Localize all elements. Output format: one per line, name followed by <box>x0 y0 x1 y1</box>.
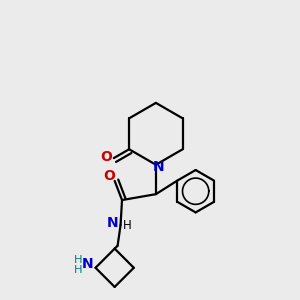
Text: N: N <box>82 257 93 271</box>
Text: N: N <box>106 216 118 230</box>
Text: O: O <box>103 169 115 184</box>
Text: H: H <box>123 219 131 232</box>
Text: H: H <box>74 265 83 275</box>
Text: O: O <box>100 150 112 164</box>
Text: H: H <box>74 255 83 266</box>
Text: N: N <box>152 160 164 174</box>
